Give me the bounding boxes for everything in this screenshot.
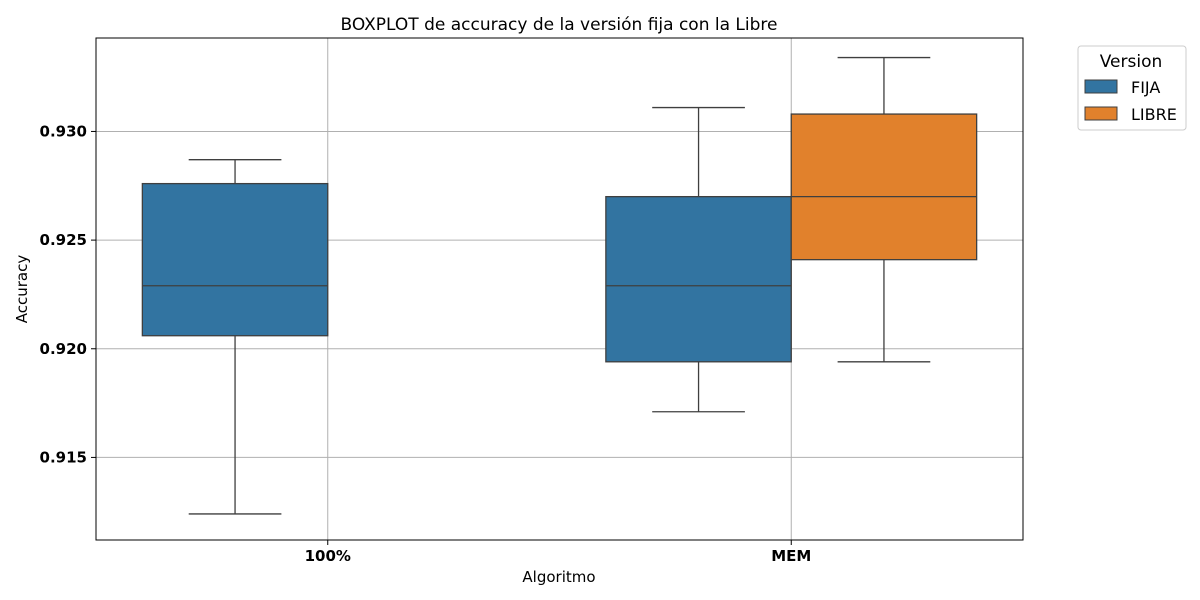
y-tick-label: 0.930 — [40, 122, 87, 140]
legend-label-fija: FIJA — [1131, 78, 1160, 97]
chart-title: BOXPLOT de accuracy de la versión fija c… — [341, 15, 778, 35]
box-libre-mem — [790, 56, 978, 363]
iqr-box — [790, 113, 978, 261]
y-axis: 0.915 0.920 0.925 0.930 — [40, 122, 96, 466]
box-fija-mem — [605, 106, 792, 413]
legend-title: Version — [1100, 52, 1163, 72]
x-axis: 100% MEM — [305, 540, 811, 565]
boxes-layer — [141, 56, 978, 515]
iqr-box — [141, 182, 329, 337]
y-tick-label: 0.925 — [40, 231, 87, 249]
y-axis-label: Accuracy — [13, 255, 31, 324]
legend-label-libre: LIBRE — [1131, 105, 1177, 124]
y-tick-label: 0.915 — [40, 448, 87, 466]
x-tick-label: MEM — [771, 547, 811, 565]
plot-frame — [95, 37, 1024, 541]
x-tick-label: 100% — [305, 547, 351, 565]
legend: Version FIJA LIBRE — [1077, 45, 1187, 131]
iqr-box — [605, 195, 792, 363]
y-tick-label: 0.920 — [40, 340, 87, 358]
legend-swatch-fija — [1084, 79, 1118, 94]
legend-swatch-libre — [1084, 106, 1118, 121]
box-fija-100pct — [141, 159, 329, 515]
x-axis-label: Algoritmo — [522, 568, 595, 586]
